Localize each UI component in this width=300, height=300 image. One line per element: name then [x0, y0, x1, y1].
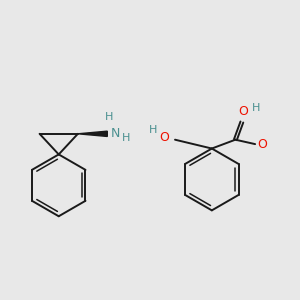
Text: O: O [238, 106, 248, 118]
Text: H: H [122, 133, 130, 143]
Text: H: H [105, 112, 113, 122]
Text: O: O [159, 131, 169, 144]
Text: H: H [149, 125, 158, 135]
Text: O: O [257, 138, 267, 151]
Text: N: N [110, 127, 120, 140]
Text: H: H [252, 103, 260, 113]
Polygon shape [78, 131, 107, 136]
